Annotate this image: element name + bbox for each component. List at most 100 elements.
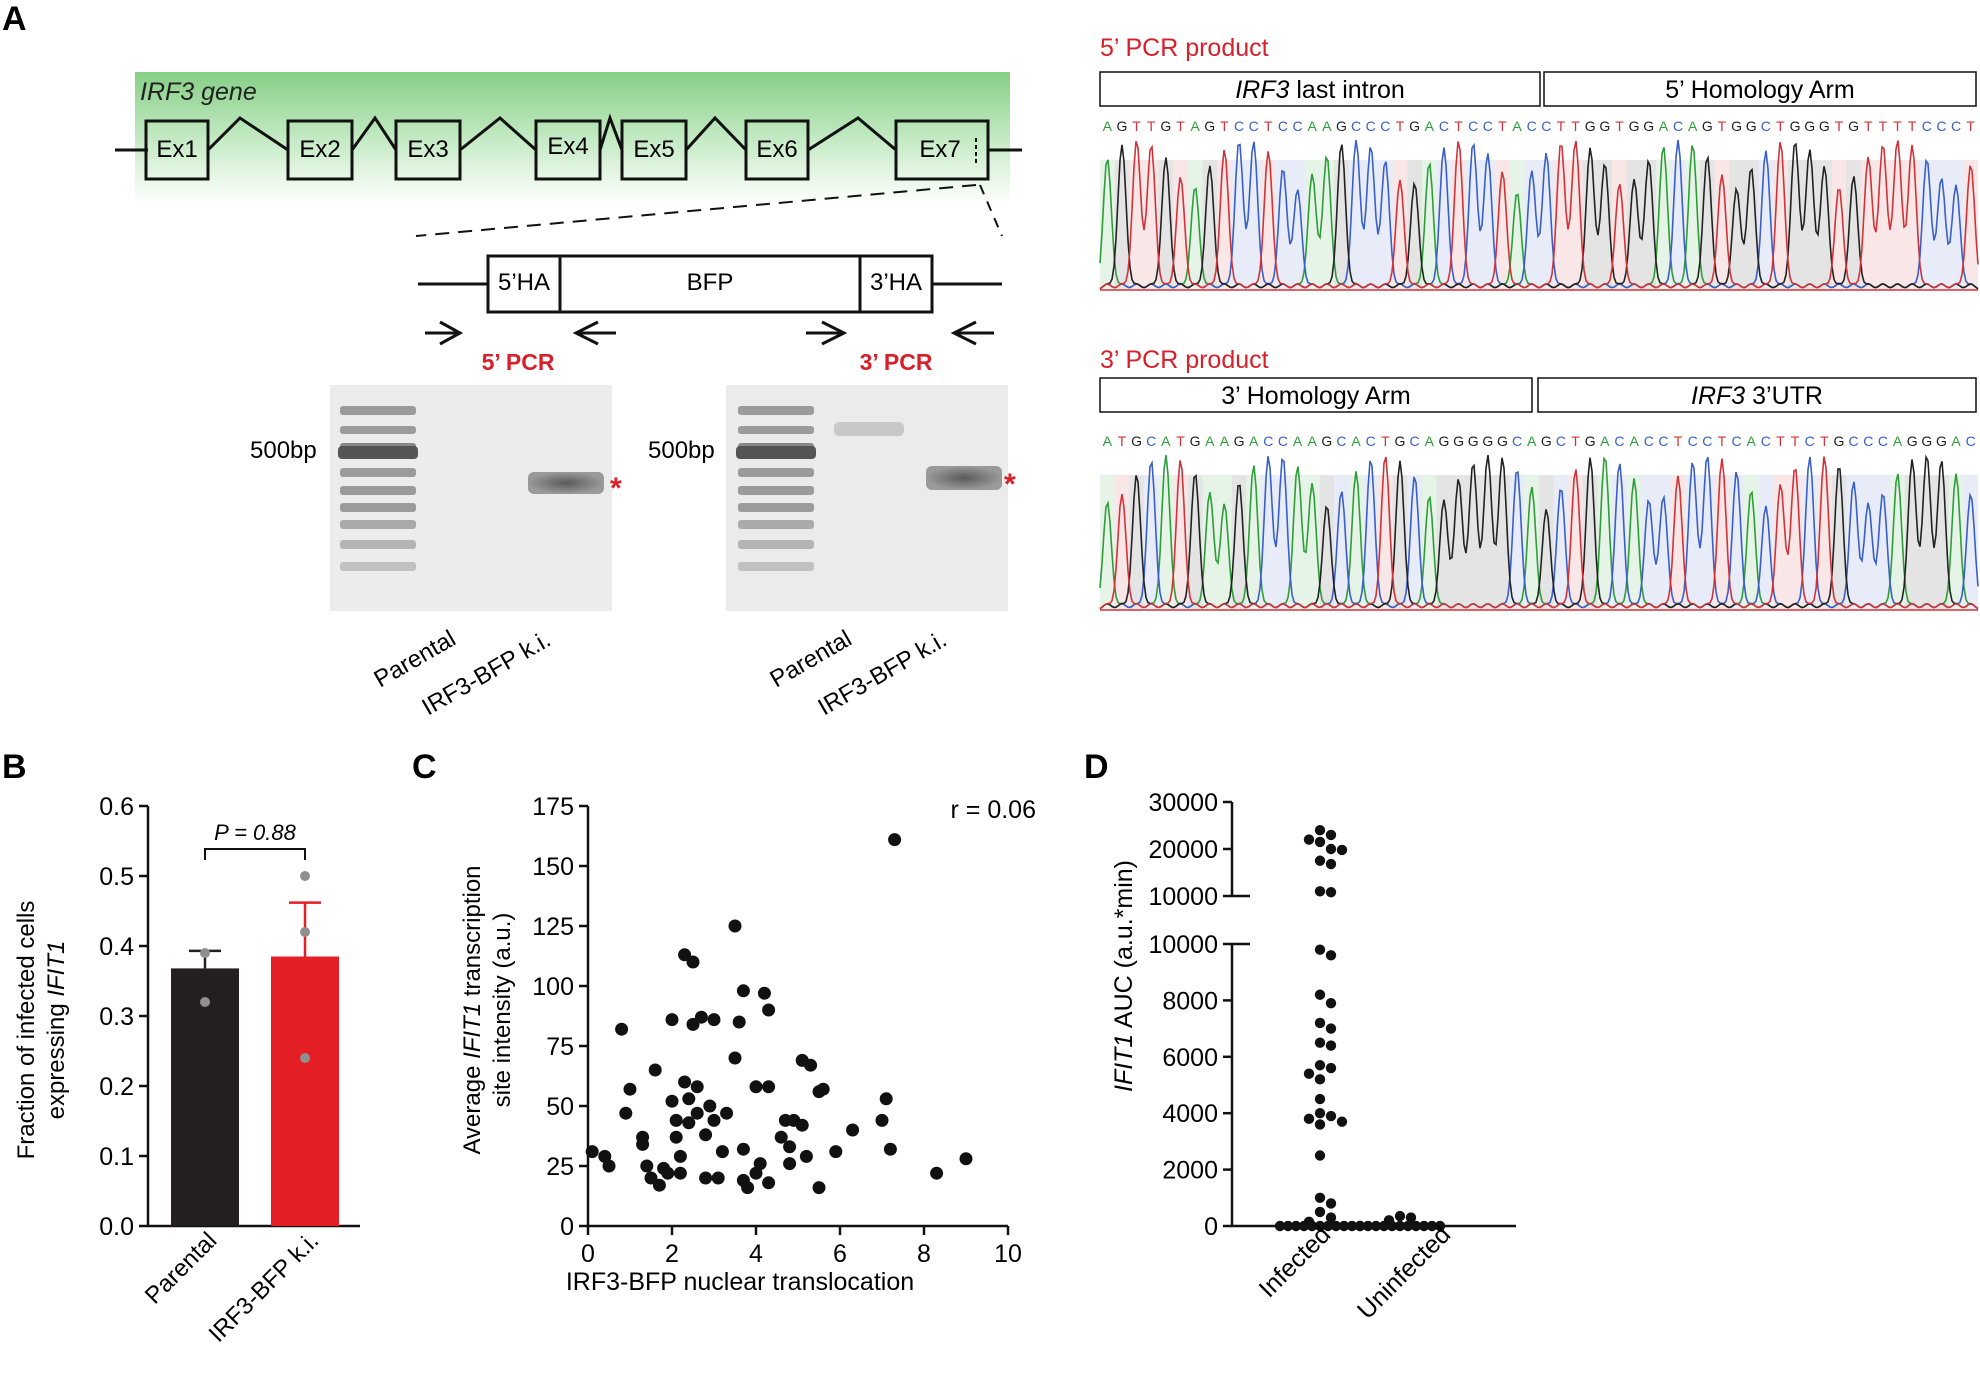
sequence-base: G (1629, 118, 1640, 134)
seq3-title: 3’ PCR product (1100, 346, 1269, 374)
gel-3-parental-faint-band (834, 422, 904, 436)
sequence-base: T (1776, 433, 1785, 449)
b-bars (171, 901, 339, 1226)
sequence-base: C (1936, 118, 1946, 134)
d-infected-point (1314, 1192, 1326, 1204)
gel-3-ladder (736, 406, 816, 571)
c-data-point (720, 1106, 734, 1120)
sequence-base: C (1483, 118, 1493, 134)
sequence-base: T (1615, 118, 1624, 134)
sequence-base: T (1718, 118, 1727, 134)
trace-shade (1231, 475, 1247, 610)
d-infected-point (1314, 886, 1326, 897)
gel-3-pcr: 500bp * Parental IRF3-BFP k.i. (648, 385, 1016, 721)
sequence-base: T (1176, 433, 1185, 449)
d-infected-zero-point (1346, 1220, 1358, 1232)
sequence-base: G (1936, 433, 1947, 449)
sequence-base: C (1614, 433, 1624, 449)
sequence-base: A (1629, 433, 1639, 449)
sequence-base: T (1118, 433, 1127, 449)
d-uninfected-zero-point (1402, 1220, 1414, 1232)
panel-d-chart: IFIT1 AUC (a.u.*min) 0 2000 4000 6000 8000 10… (1110, 789, 1516, 1325)
sequence-base: A (1351, 433, 1361, 449)
intron-5 (684, 115, 748, 152)
c-xtick-label: 4 (749, 1240, 763, 1268)
gel-5-marker-label: 500bp (250, 437, 317, 464)
sequence-base: T (1176, 118, 1185, 134)
gel-3-marker-label: 500bp (648, 437, 715, 464)
c-ytick-label: 50 (546, 1093, 574, 1121)
trace-t (1099, 140, 1979, 290)
sequence-base: T (1381, 433, 1390, 449)
d-uninfected-zero-point (1362, 1220, 1374, 1232)
panel-b-chart: Fraction of infected cells expressing IF… (13, 793, 360, 1348)
trace-shade (1334, 475, 1349, 610)
sequencing-3-pcr: 3’ PCR product 3’ Homology Arm IRF3 3’UT… (1099, 346, 1979, 611)
c-data-point (665, 1013, 679, 1027)
sequence-base: G (1336, 118, 1347, 134)
trace-shade (1202, 160, 1218, 290)
sequence-base: G (1321, 433, 1332, 449)
sequence-base: G (1204, 118, 1215, 134)
d-uninfected-zero-point (1370, 1220, 1382, 1232)
sequence-base: T (1571, 118, 1580, 134)
sequence-base: A (1951, 433, 1961, 449)
d-infected-point (1303, 1113, 1315, 1125)
sequence-base: T (1835, 118, 1844, 134)
intron-6 (807, 116, 897, 152)
sequence-base: G (1790, 118, 1801, 134)
d-uninfected-zero-point (1426, 1220, 1438, 1232)
exon-1: Ex1 (144, 119, 210, 181)
homology-arm-5 (486, 254, 562, 314)
ha5-label: 5’HA (498, 269, 550, 296)
gel-3-500bp-band (736, 446, 816, 459)
trace-shade (1553, 475, 1569, 610)
d-infected-point (1314, 989, 1326, 1000)
sequence-base: G (1599, 118, 1610, 134)
sequence-base: A (1688, 118, 1698, 134)
primer-reverse-5-icon (572, 320, 616, 346)
intron-1 (206, 116, 289, 152)
c-data-point (799, 1149, 813, 1163)
sequence-base: T (1820, 433, 1829, 449)
c-data-point (665, 1094, 679, 1108)
c-data-point (888, 833, 902, 847)
sequence-base: G (1497, 433, 1508, 449)
c-data-point (829, 1145, 843, 1159)
trace-shade (1363, 160, 1379, 290)
c-ytick-label: 0 (560, 1213, 574, 1241)
gene-label: IRF3 gene (140, 78, 257, 106)
sequence-base: C (1234, 118, 1244, 134)
gel-5-background (330, 385, 612, 611)
c-data-point (804, 1058, 818, 1072)
sequence-base: G (1848, 118, 1859, 134)
sequence-base: T (1879, 118, 1888, 134)
c-ylabel-line1: Average IFIT1 transcription (459, 865, 486, 1154)
c-data-point (736, 1173, 750, 1187)
sequence-base: A (1747, 433, 1757, 449)
sequence-base: C (1366, 118, 1376, 134)
d-infected-point (1325, 1023, 1337, 1034)
gel-5-ki-band (528, 472, 604, 494)
sequence-base: T (1454, 118, 1463, 134)
svg-text:Ex6: Ex6 (756, 136, 797, 163)
pcr5-label: 5’ PCR (482, 349, 555, 375)
d-infected-point (1303, 834, 1315, 845)
gene-background (135, 72, 1010, 204)
c-data-point (623, 1082, 637, 1096)
c-data-point (682, 1116, 696, 1130)
sequence-base: G (1585, 433, 1596, 449)
trace-shade (1626, 160, 1642, 290)
sequence-base: G (1921, 433, 1932, 449)
svg-text:Ex1: Ex1 (156, 136, 197, 163)
c-points (585, 833, 973, 1195)
sequence-base: G (1643, 118, 1654, 134)
c-data-point (652, 1178, 666, 1192)
sequence-base: C (1527, 118, 1537, 134)
sequence-base: C (1439, 118, 1449, 134)
c-xtick-label: 6 (833, 1240, 847, 1268)
sequence-base: T (1147, 118, 1156, 134)
gel-5-ladder (338, 406, 418, 571)
trace-shade (1773, 475, 1788, 610)
